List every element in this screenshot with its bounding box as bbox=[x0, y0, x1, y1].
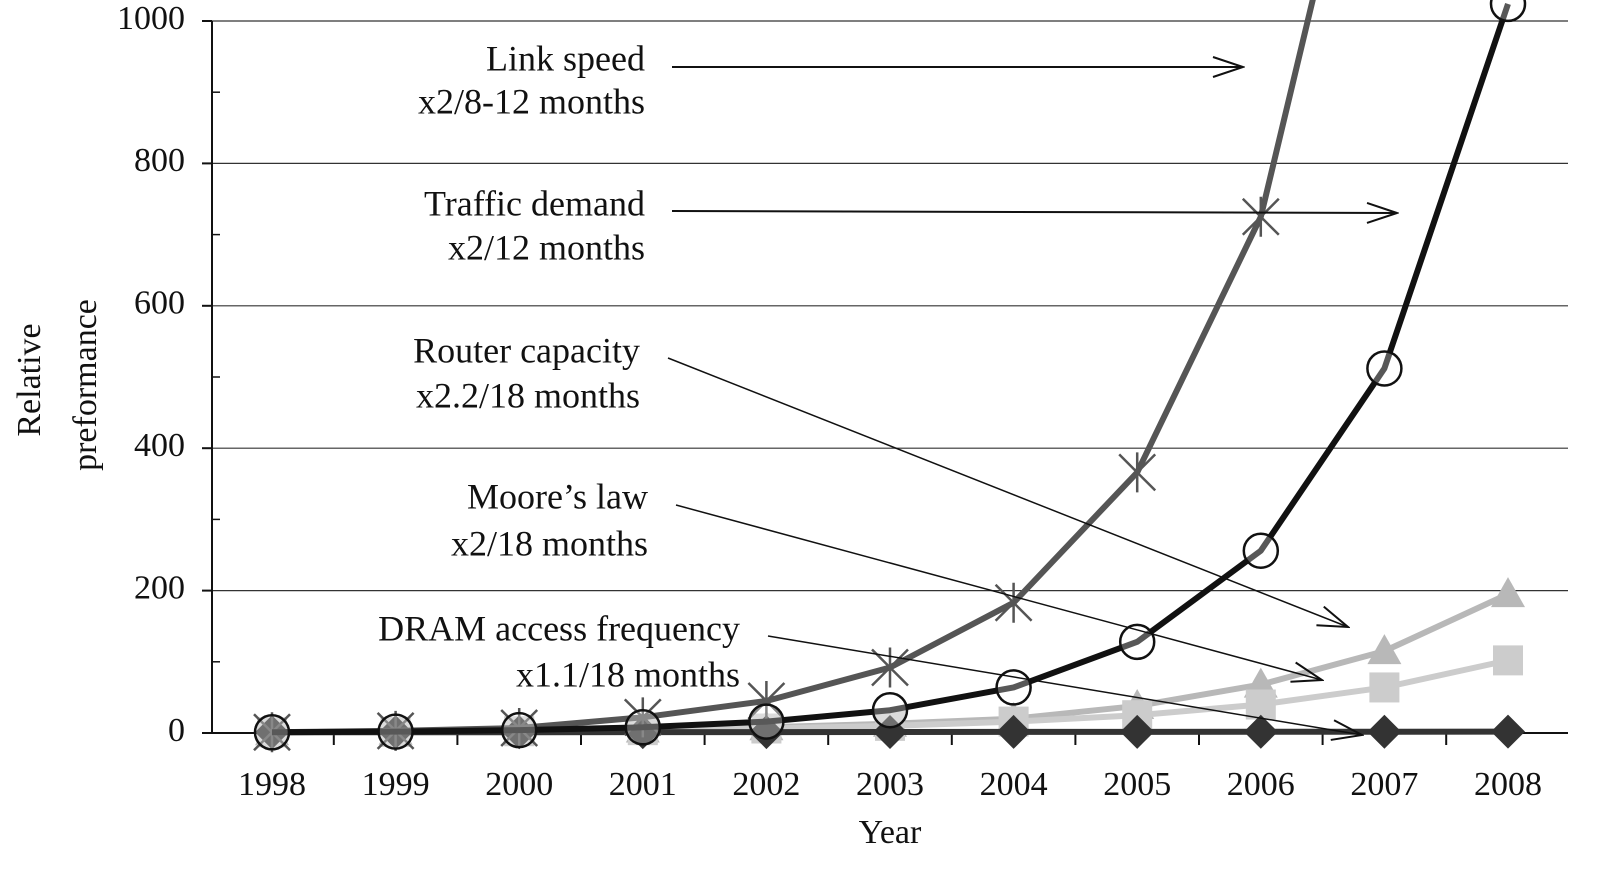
y-axis-title: preformance bbox=[67, 299, 104, 471]
annotation: x1.1/18 months bbox=[516, 654, 740, 694]
axes: 0 200 400 600 800 1000 1998 1999 2000 2001 2002 200… bbox=[117, 0, 1568, 803]
x-tick-label: 2007 bbox=[1350, 766, 1418, 803]
marker bbox=[1366, 350, 1403, 387]
annotations: Link speed x2/8-12 months Traffic demand… bbox=[378, 38, 1397, 735]
marker bbox=[1367, 634, 1402, 665]
arrow bbox=[767, 635, 1362, 735]
line bbox=[271, 2, 1511, 736]
x-axis-title: Year bbox=[859, 814, 922, 851]
marker bbox=[1491, 714, 1525, 749]
marker bbox=[1118, 623, 1156, 661]
x-tick-label: 2004 bbox=[980, 766, 1048, 803]
marker bbox=[873, 715, 907, 750]
y-tick-label: 0 bbox=[168, 712, 185, 749]
marker bbox=[1242, 532, 1280, 569]
x-tick-label: 2002 bbox=[732, 766, 800, 803]
y-tick-label: 1000 bbox=[117, 0, 185, 37]
marker bbox=[500, 711, 538, 749]
arrow bbox=[667, 357, 1348, 627]
marker bbox=[994, 582, 1033, 623]
marker bbox=[1493, 645, 1523, 676]
x-tick-label: 2006 bbox=[1227, 766, 1295, 803]
marker bbox=[747, 680, 786, 721]
x-tick-label: 2003 bbox=[856, 766, 924, 803]
marker bbox=[996, 714, 1031, 749]
annotation: x2.2/18 months bbox=[416, 375, 640, 415]
y-axis-title: Relative bbox=[11, 323, 48, 436]
marker bbox=[1241, 196, 1280, 237]
marker bbox=[871, 691, 909, 729]
marker bbox=[1489, 0, 1527, 23]
marker bbox=[377, 713, 414, 750]
x-tick-label: 1999 bbox=[362, 766, 430, 803]
x-tick-label: 1998 bbox=[238, 766, 306, 803]
series bbox=[253, 0, 1527, 753]
y-tick-label: 200 bbox=[134, 569, 185, 606]
marker bbox=[748, 703, 785, 740]
x-tick-label: 2008 bbox=[1474, 766, 1542, 803]
annotation: Link speed bbox=[486, 38, 645, 78]
annotation: x2/12 months bbox=[448, 227, 645, 267]
annotation: DRAM access frequency bbox=[378, 608, 740, 648]
marker bbox=[1118, 452, 1157, 493]
arrow bbox=[675, 504, 1322, 680]
marker bbox=[1369, 672, 1400, 703]
y-tick-label: 400 bbox=[134, 427, 185, 464]
annotation: Router capacity bbox=[413, 330, 640, 370]
marker bbox=[871, 647, 909, 688]
x-tick-label: 2001 bbox=[609, 766, 677, 803]
marker bbox=[1245, 689, 1276, 720]
marker bbox=[1120, 714, 1155, 749]
marker bbox=[1367, 714, 1402, 749]
marker bbox=[624, 709, 662, 746]
marker bbox=[253, 714, 291, 751]
y-tick-label: 800 bbox=[134, 142, 185, 179]
x-tick-label: 2005 bbox=[1103, 766, 1171, 803]
marker bbox=[1243, 714, 1278, 749]
x-tick-label: 2000 bbox=[485, 766, 553, 803]
marker bbox=[1491, 577, 1525, 608]
arrow bbox=[671, 211, 1397, 213]
annotation: x2/18 months bbox=[451, 523, 648, 563]
y-tick-label: 600 bbox=[134, 285, 185, 322]
annotation: Traffic demand bbox=[424, 183, 645, 223]
annotation: x2/8-12 months bbox=[418, 81, 645, 121]
series bbox=[253, 0, 1527, 751]
annotation: Moore’s law bbox=[467, 476, 648, 516]
